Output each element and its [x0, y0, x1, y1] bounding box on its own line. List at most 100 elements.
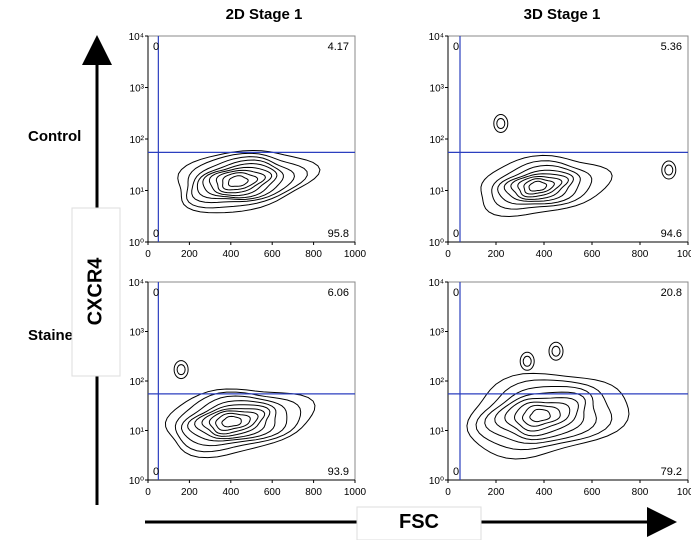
x-tick-label: 200: [488, 249, 505, 260]
quadrant-lower-left-value: 0: [153, 228, 159, 240]
contour-ring: [497, 164, 581, 205]
x-tick-label: 1000: [344, 249, 367, 260]
quadrant-upper-right-value: 20.8: [661, 287, 682, 299]
x-axis-title-box: [356, 506, 482, 540]
y-tick-label: 10¹: [430, 187, 445, 198]
contour-ring: [504, 397, 579, 437]
x-tick-label: 0: [145, 487, 151, 498]
quadrant-upper-left-value: 0: [453, 41, 459, 53]
contour-island: [496, 117, 506, 129]
contour-ring: [186, 152, 308, 209]
quadrant-lower-left-value: 0: [453, 466, 459, 478]
contour-ring: [191, 156, 295, 204]
x-tick-label: 0: [145, 249, 151, 260]
x-tick-label: 1000: [677, 249, 691, 260]
contour-ring: [480, 154, 613, 218]
contour-ring: [222, 172, 259, 191]
y-tick-label: 10¹: [130, 187, 145, 198]
contour-ring: [517, 175, 563, 198]
quadrant-lower-right-value: 93.9: [328, 466, 349, 478]
quadrant-upper-left-value: 0: [153, 41, 159, 53]
y-axis-title-box: [71, 207, 121, 377]
x-tick-label: 800: [305, 249, 322, 260]
contour-panel-1: 10⁰ 10¹ 10² 10³ 10⁴ 0 200 400 600 800 1000 0 4.17 0 95…: [129, 32, 367, 260]
contour-ring: [208, 166, 273, 197]
row-label-stained: Stained: [28, 327, 83, 344]
quadrant-upper-left-value: 0: [453, 287, 459, 299]
quadrant-upper-right-value: 4.17: [328, 41, 349, 53]
contour-ring: [194, 404, 271, 440]
x-tick-label: 200: [181, 487, 198, 498]
contour-panel-2: 10⁰ 10¹ 10² 10³ 10⁴ 0 200 400 600 800 1000 0 5.36 0 94…: [429, 32, 691, 260]
contour-island: [173, 360, 189, 380]
contour-ring: [215, 412, 251, 431]
x-tick-label: 400: [222, 487, 239, 498]
contour-island: [548, 341, 564, 361]
y-tick-label: 10²: [430, 135, 445, 146]
quadrant-lower-right-value: 79.2: [661, 466, 682, 478]
contour-ring: [201, 408, 266, 437]
quadrant-upper-left-value: 0: [153, 287, 159, 299]
quadrant-lower-left-value: 0: [153, 466, 159, 478]
contour-ring: [208, 410, 259, 435]
contour-panel-4: 10⁰ 10¹ 10² 10³ 10⁴ 0 200 400 600 800 1000 0 20.8 0 79…: [429, 278, 691, 498]
quadrant-upper-right-value: 6.06: [328, 287, 349, 299]
contour-ring: [503, 169, 574, 202]
x-tick-label: 400: [222, 249, 239, 260]
contour-ring: [177, 149, 321, 214]
x-tick-label: 600: [584, 249, 601, 260]
y-tick-label: 10²: [130, 135, 145, 146]
x-tick-label: 400: [536, 249, 553, 260]
y-tick-label: 10⁰: [429, 238, 444, 249]
y-tick-label: 10⁴: [129, 278, 144, 289]
plot-frame: [447, 35, 689, 243]
contour-ring: [494, 391, 586, 441]
y-tick-label: 10¹: [430, 427, 445, 438]
x-tick-label: 0: [445, 487, 451, 498]
plot-frame: [147, 35, 356, 243]
row-label-control: Control: [28, 128, 82, 145]
contour-ring: [164, 388, 316, 459]
quadrant-lower-right-value: 95.8: [328, 228, 349, 240]
y-tick-label: 10⁴: [429, 278, 444, 289]
y-tick-label: 10³: [430, 328, 445, 339]
contour-ring: [215, 169, 266, 194]
contour-ring: [187, 400, 277, 442]
column-title-2d-stage-1: 2D Stage 1: [225, 6, 303, 23]
column-title-3d-stage-1: 3D Stage 1: [523, 6, 601, 23]
contour-island: [493, 113, 509, 133]
x-axis-title: FSC: [399, 511, 439, 533]
plot-frame: [447, 281, 689, 481]
x-tick-label: 0: [445, 249, 451, 260]
contour-ring: [521, 404, 561, 427]
contour-ring: [475, 379, 613, 451]
contour-ring: [174, 391, 302, 453]
contour-ring: [528, 180, 548, 192]
y-tick-label: 10²: [430, 377, 445, 388]
contour-ring: [510, 173, 569, 200]
x-tick-label: 800: [632, 249, 649, 260]
contour-island: [519, 351, 535, 371]
contour-ring: [491, 160, 593, 210]
contour-ring: [513, 401, 571, 432]
quadrant-lower-left-value: 0: [453, 228, 459, 240]
y-tick-label: 10⁰: [429, 476, 444, 487]
y-tick-label: 10¹: [130, 427, 145, 438]
y-tick-label: 10²: [130, 377, 145, 388]
y-tick-label: 10³: [130, 328, 145, 339]
quadrant-upper-right-value: 5.36: [661, 41, 682, 53]
x-tick-label: 400: [536, 487, 553, 498]
y-tick-label: 10⁴: [129, 32, 144, 43]
contour-ring: [227, 175, 249, 187]
quadrant-lower-right-value: 94.6: [661, 228, 682, 240]
contour-island: [664, 164, 674, 176]
plot-frame: [147, 281, 356, 481]
y-tick-label: 10⁰: [129, 476, 144, 487]
contour-ring: [484, 385, 597, 444]
contour-island: [522, 355, 532, 367]
x-tick-label: 600: [584, 487, 601, 498]
contour-ring: [196, 159, 284, 201]
contour-island: [661, 160, 677, 180]
